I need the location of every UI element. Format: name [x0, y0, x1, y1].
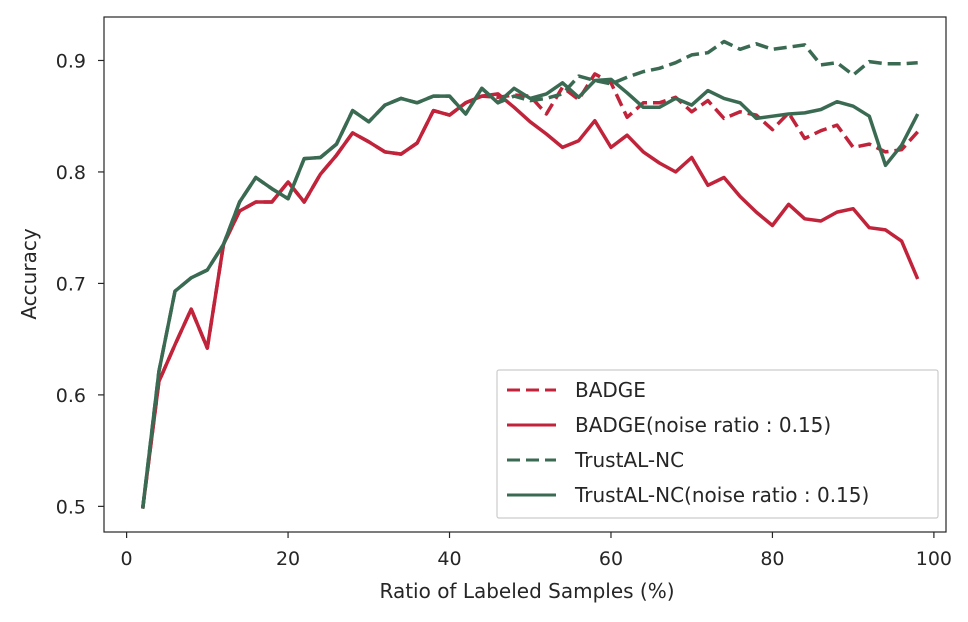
- x-tick-label: 0: [121, 548, 133, 570]
- legend-label-trustal-nc-noise: TrustAL-NC(noise ratio : 0.15): [574, 483, 869, 507]
- legend-label-badge: BADGE: [575, 378, 646, 402]
- x-tick-label: 100: [916, 548, 952, 570]
- legend-label-trustal-nc: TrustAL-NC: [574, 448, 684, 472]
- x-tick-label: 40: [437, 548, 461, 570]
- x-axis-ticks: 0 20 40 60 80 100: [121, 532, 952, 570]
- series-line-trustal-nc-noise-ratio-0-15: [140, 77, 920, 509]
- plot-frame: [103, 16, 947, 533]
- y-tick-label: 0.8: [56, 162, 86, 184]
- y-tick-label: 0.7: [56, 273, 86, 295]
- x-tick-label: 60: [599, 548, 623, 570]
- legend: BADGE BADGE(noise ratio : 0.15) TrustAL-…: [496, 369, 939, 519]
- y-tick-label: 0.9: [56, 50, 86, 72]
- legend-box: [496, 369, 939, 519]
- series-line-badge-noise-ratio-0-15: [140, 92, 920, 509]
- x-tick-label: 20: [276, 548, 300, 570]
- legend-label-badge-noise: BADGE(noise ratio : 0.15): [575, 413, 831, 437]
- y-tick-label: 0.6: [56, 385, 86, 407]
- x-tick-label: 80: [760, 548, 784, 570]
- y-axis-ticks: 0.5 0.6 0.7 0.8 0.9: [56, 50, 104, 518]
- y-tick-label: 0.5: [56, 496, 86, 518]
- x-axis-label: Ratio of Labeled Samples (%): [379, 579, 674, 603]
- series-layer: [140, 39, 920, 509]
- y-axis-label: Accuracy: [17, 228, 41, 319]
